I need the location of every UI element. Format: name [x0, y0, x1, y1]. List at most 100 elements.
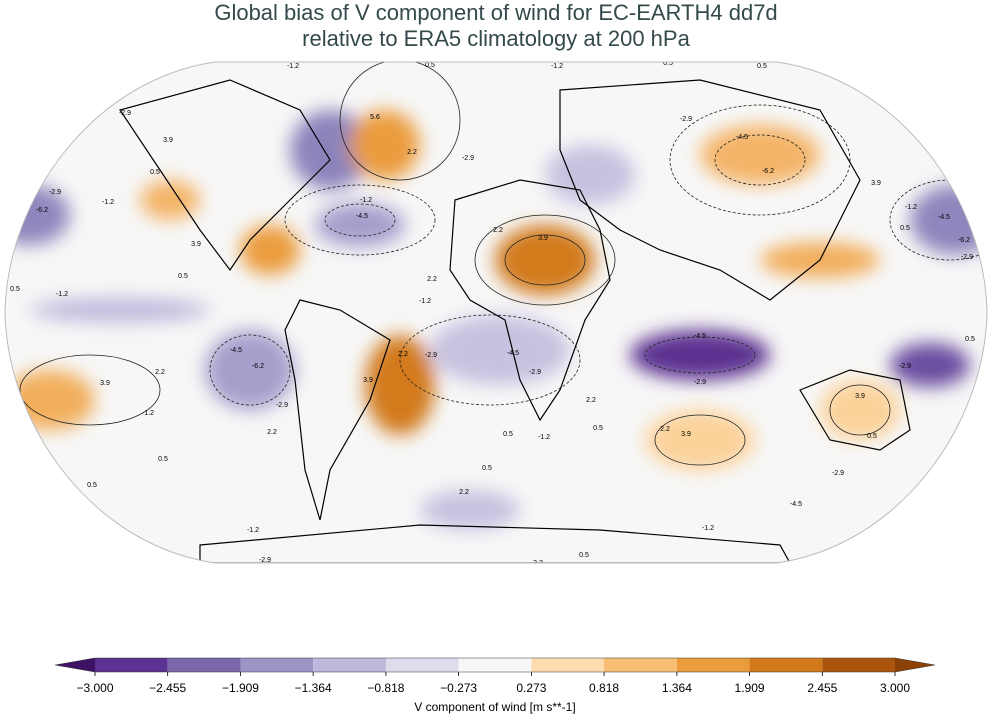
- contour-label: 0.5: [425, 62, 435, 69]
- contour-label: -4.5: [736, 134, 748, 141]
- contour-label: 0.5: [158, 456, 168, 463]
- colorbar-tick-label: 3.000: [880, 681, 910, 695]
- contour-label: 2.2: [660, 426, 670, 433]
- contour-label: 2.2: [459, 489, 469, 496]
- map-border: [4, 61, 988, 564]
- contour-label: -1.2: [551, 63, 563, 70]
- contour-label: 2.2: [407, 149, 417, 156]
- contour-label: -2.9: [49, 189, 61, 196]
- contour-label: -1.2: [360, 197, 372, 204]
- colorbar-bin: [167, 658, 241, 672]
- colorbar-bin: [240, 658, 314, 672]
- colorbar-tick-label: −2.455: [149, 681, 186, 695]
- bias-field: [5, 110, 987, 530]
- colorbar-extend: [895, 658, 935, 672]
- contour-label: -2.9: [259, 557, 271, 564]
- contour-label: -4.5: [507, 350, 519, 357]
- contour-label: 0.5: [900, 225, 910, 232]
- contour-label: -1.2: [538, 434, 550, 441]
- contour-label: -2.9: [899, 363, 911, 370]
- contour-label: 3.9: [163, 137, 173, 144]
- contour-label: 0.5: [757, 63, 767, 70]
- colorbar-bin: [749, 658, 823, 672]
- contour-label: 0.5: [965, 336, 975, 343]
- colorbar-tick-label: −1.364: [295, 681, 332, 695]
- contour-label: 2.2: [493, 227, 503, 234]
- contour-label: -1.2: [905, 204, 917, 211]
- colorbar-bin: [95, 658, 168, 672]
- title-line: relative to ERA5 climatology at 200 hPa: [302, 26, 690, 51]
- contour-label: -4.5: [694, 333, 706, 340]
- colorbar-tick-label: 0.818: [589, 681, 619, 695]
- contour-label: -2.9: [694, 379, 706, 386]
- contour-label: 0.5: [482, 465, 492, 472]
- contour-label: -6.2: [762, 168, 774, 175]
- colorbar-tick-label: −0.273: [440, 681, 477, 695]
- contour-label: 5.6: [370, 114, 380, 121]
- colorbar-bin: [531, 658, 605, 672]
- colorbar-tick-label: 0.273: [516, 681, 546, 695]
- contour-label: 2.2: [398, 351, 408, 358]
- contour-label: 2.2: [427, 276, 437, 283]
- contour-label: 0.5: [10, 286, 20, 293]
- contour-label: -1.2: [287, 63, 299, 70]
- contour-label: 3.9: [871, 180, 881, 187]
- colorbar-bin: [822, 658, 895, 672]
- contour-label: -2.9: [529, 369, 541, 376]
- contour-label: 3.9: [191, 241, 201, 248]
- colorbar-label: V component of wind [m s**-1]: [414, 700, 575, 714]
- contour-label: -2.9: [276, 402, 288, 409]
- coastlines: [119, 79, 911, 563]
- contour-label: 2.2: [155, 369, 165, 376]
- colorbar-bin: [676, 658, 750, 672]
- colorbar-tick-label: −1.909: [222, 681, 259, 695]
- contour-label: -4.5: [356, 213, 368, 220]
- colorbar-tick-label: −0.818: [367, 681, 404, 695]
- contour-label: 3.9: [681, 431, 691, 438]
- contour-label: -1.2: [56, 291, 68, 298]
- colorbar-bin: [458, 658, 532, 672]
- colorbar: −3.000 −2.455 −1.909 −1.364 −0.818 −0.273 0.27…: [54, 657, 936, 695]
- contour-label: -1.2: [142, 410, 154, 417]
- contour-label: -2.9: [119, 110, 131, 117]
- colorbar-tick-label: 1.909: [735, 681, 765, 695]
- contour-label: 3.9: [100, 380, 110, 387]
- colorbar-bin: [604, 658, 677, 672]
- contour-label: 0.5: [593, 425, 603, 432]
- colorbar-extend: [55, 658, 95, 672]
- contour-label: 2.2: [533, 560, 543, 567]
- contour-labels: -1.2 0.5 -1.2 0.5 0.5 -2.9 3.9 5.6 2.2 -2.9 -2.9 -4…: [10, 60, 975, 567]
- contour-label: -2.9: [462, 155, 474, 162]
- colorbar-tick-label: 2.455: [807, 681, 837, 695]
- contour-label: 3.9: [363, 377, 373, 384]
- contour-label: -1.2: [102, 199, 114, 206]
- contour-label: 0.5: [867, 433, 877, 440]
- contour-label: -4.5: [790, 501, 802, 508]
- contour-label: 3.9: [538, 235, 548, 242]
- contour-label: -6.2: [252, 363, 264, 370]
- contour-label: -1.2: [419, 298, 431, 305]
- contour-label: -6.2: [36, 207, 48, 214]
- contour-label: 0.5: [87, 482, 97, 489]
- title-line: Global bias of V component of wind for E…: [214, 0, 777, 25]
- contour-label: -1.2: [247, 527, 259, 534]
- contour-label: -2.9: [961, 254, 973, 261]
- contour-label: 0.5: [579, 552, 589, 559]
- contour-label: -6.2: [958, 237, 970, 244]
- contour-label: -4.5: [938, 214, 950, 221]
- colorbar-tick-label: −3.000: [76, 681, 113, 695]
- contour-label: 0.5: [178, 273, 188, 280]
- contour-label: -4.5: [230, 347, 242, 354]
- colorbar-bin: [313, 658, 386, 672]
- contour-label: 3.9: [855, 393, 865, 400]
- contour-label: 2.2: [267, 429, 277, 436]
- colorbar-tick-label: 1.364: [662, 681, 692, 695]
- contour-label: 2.2: [586, 397, 596, 404]
- map-area: -1.2 0.5 -1.2 0.5 0.5 -2.9 3.9 5.6 2.2 -2.9 -2.9 -4…: [5, 60, 987, 567]
- contour-label: -2.9: [680, 116, 692, 123]
- contour-label: 0.5: [503, 431, 513, 438]
- contour-label: 0.5: [150, 169, 160, 176]
- contour-label: -2.9: [425, 352, 437, 359]
- contour-label: 0.5: [663, 60, 673, 67]
